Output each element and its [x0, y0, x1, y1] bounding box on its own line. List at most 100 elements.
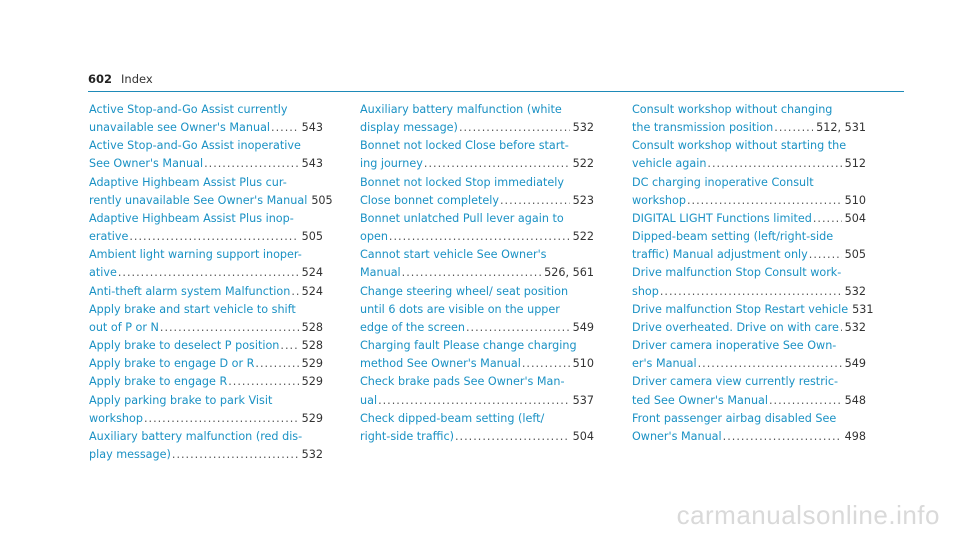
index-entry-line: vehicle again 512 — [632, 155, 866, 173]
index-entry-page[interactable]: 505 — [311, 193, 333, 207]
index-column-3: Consult workshop without changing the tra… — [632, 101, 873, 446]
index-entry-text: Change steering wheel/ seat position — [360, 284, 569, 298]
index-entry-text: the transmission position — [632, 121, 774, 135]
index-entry-page[interactable]: 531 — [852, 302, 874, 316]
index-entry-line: edge of the screen 549 — [360, 319, 594, 337]
index-entry[interactable]: Ambient light warning support inoper-ati… — [89, 246, 323, 282]
index-entry-page[interactable]: 532 — [572, 121, 594, 135]
index-entry[interactable]: Bonnet not locked Stop immediately Close … — [360, 174, 594, 210]
index-entry-page[interactable]: 529 — [301, 375, 323, 389]
index-entry-line: Apply brake to engage D or R 529 — [89, 355, 323, 373]
index-entry-line: Charging fault Please change charging — [360, 337, 594, 355]
index-entry-line: workshop 529 — [89, 410, 323, 428]
index-entry-page[interactable]: 504 — [572, 429, 594, 443]
index-entry-line: See Owner's Manual 543 — [89, 155, 323, 173]
index-entry-page[interactable]: 529 — [301, 357, 323, 371]
index-entry-line: Active Stop-and-Go Assist currently — [89, 101, 323, 119]
index-entry-text: Consult workshop without starting the — [632, 139, 847, 153]
index-entry[interactable]: Active Stop-and-Go Assist currently unava… — [89, 101, 323, 137]
index-entry[interactable]: Drive overheated. Drive on with care 532 — [632, 319, 866, 337]
index-entry-page[interactable]: 548 — [844, 393, 866, 407]
index-entry-page[interactable]: 528 — [301, 339, 323, 353]
index-entry-line: Apply brake to engage R 529 — [89, 373, 323, 391]
index-entry[interactable]: Change steering wheel/ seat position unti… — [360, 283, 594, 337]
index-entry-line: Apply brake and start vehicle to shift — [89, 301, 323, 319]
index-entry[interactable]: Driver camera inoperative See Own-er's M… — [632, 337, 866, 373]
index-entry[interactable]: Apply brake to engage D or R 529 — [89, 355, 323, 373]
index-entry[interactable]: Driver camera view currently restric-ted… — [632, 373, 866, 409]
index-entry[interactable]: Bonnet unlatched Pull lever again to open… — [360, 210, 594, 246]
index-entry-page[interactable]: 522 — [572, 157, 594, 171]
index-entry-page[interactable]: 543 — [301, 157, 323, 171]
index-entry-page[interactable]: 510 — [844, 193, 866, 207]
index-entry-line: Apply parking brake to park Visit — [89, 392, 323, 410]
index-entry[interactable]: Apply parking brake to park Visit worksho… — [89, 392, 323, 428]
index-entry-text: Active Stop-and-Go Assist inoperative — [89, 139, 301, 153]
index-entry-line: DIGITAL LIGHT Functions limited 504 — [632, 210, 866, 228]
index-entry[interactable]: Check brake pads See Owner's Man-ual 537 — [360, 373, 594, 409]
index-entry[interactable]: Consult workshop without changing the tra… — [632, 101, 866, 137]
index-entry-page[interactable]: 524 — [301, 266, 323, 280]
index-entry[interactable]: Auxiliary battery malfunction (red dis-p… — [89, 428, 323, 464]
index-entry-page[interactable]: 512 — [844, 157, 866, 171]
index-entry-line: Front passenger airbag disabled See — [632, 410, 866, 428]
index-entry-page[interactable]: 526, 561 — [544, 266, 594, 280]
index-entry[interactable]: Drive malfunction Stop Consult work-shop… — [632, 264, 866, 300]
index-entry-page[interactable]: 505 — [301, 230, 323, 244]
index-entry-page[interactable]: 524 — [301, 284, 323, 298]
index-entry-line: Adaptive Highbeam Assist Plus cur- — [89, 174, 323, 192]
index-entry-line: Auxiliary battery malfunction (red dis- — [89, 428, 323, 446]
index-entry-line: the transmission position 512, 531 — [632, 119, 866, 137]
index-entry[interactable]: Adaptive Highbeam Assist Plus cur-rently… — [89, 174, 333, 210]
index-entry-page[interactable]: 529 — [301, 411, 323, 425]
index-entry-line: Anti-theft alarm system Malfunction 524 — [89, 283, 323, 301]
index-entry-page[interactable]: 505 — [844, 248, 866, 262]
index-entry-page[interactable]: 532 — [844, 320, 866, 334]
index-entry[interactable]: Front passenger airbag disabled See Owner… — [632, 410, 866, 446]
index-entry[interactable]: Adaptive Highbeam Assist Plus inop-erati… — [89, 210, 323, 246]
index-entry[interactable]: Check dipped-beam setting (left/right-si… — [360, 410, 594, 446]
dot-leader — [459, 119, 570, 137]
index-entry-text: ual — [360, 393, 378, 407]
index-entry[interactable]: Apply brake to engage R 529 — [89, 373, 323, 391]
index-entry[interactable]: Auxiliary battery malfunction (white disp… — [360, 101, 594, 137]
index-entry-page[interactable]: 512, 531 — [816, 121, 866, 135]
index-entry-page[interactable]: 549 — [572, 320, 594, 334]
index-entry[interactable]: Apply brake to deselect P position 528 — [89, 337, 323, 355]
index-entry-line: Owner's Manual 498 — [632, 428, 866, 446]
dot-leader — [707, 155, 841, 173]
index-entry-page[interactable]: 537 — [572, 393, 594, 407]
index-entry[interactable]: Dipped-beam setting (left/right-side traf… — [632, 228, 866, 264]
index-entry-page[interactable]: 522 — [572, 230, 594, 244]
index-entry[interactable]: Active Stop-and-Go Assist inoperative See… — [89, 137, 323, 173]
index-entry-text: ing journey — [360, 157, 423, 171]
index-entry-line: Cannot start vehicle See Owner's — [360, 246, 594, 264]
index-entry-page[interactable]: 532 — [301, 447, 323, 461]
index-entry-page[interactable]: 528 — [301, 320, 323, 334]
index-entry-page[interactable]: 504 — [844, 211, 866, 225]
index-entry-text: Ambient light warning support inoper- — [89, 248, 302, 262]
dot-leader — [389, 228, 570, 246]
index-entry-text: Anti-theft alarm system Malfunction — [89, 284, 291, 298]
index-entry-line: Change steering wheel/ seat position — [360, 283, 594, 301]
index-column-2: Auxiliary battery malfunction (white disp… — [360, 101, 594, 446]
index-entry[interactable]: Cannot start vehicle See Owner's Manual 52… — [360, 246, 594, 282]
index-entry[interactable]: Drive malfunction Stop Restart vehicle 53… — [632, 301, 873, 319]
index-entry-line: ing journey 522 — [360, 155, 594, 173]
index-entry-page[interactable]: 549 — [844, 357, 866, 371]
index-entry[interactable]: Bonnet not locked Close before start-ing… — [360, 137, 594, 173]
index-entry-page[interactable]: 543 — [301, 121, 323, 135]
index-entry[interactable]: Anti-theft alarm system Malfunction 524 — [89, 283, 323, 301]
index-entry-text: Drive malfunction Stop Consult work- — [632, 266, 842, 280]
index-entry-page[interactable]: 523 — [572, 193, 594, 207]
index-entry[interactable]: DC charging inoperative Consult workshop 5… — [632, 174, 866, 210]
index-entry-page[interactable]: 532 — [844, 284, 866, 298]
index-entry[interactable]: Consult workshop without starting the veh… — [632, 137, 866, 173]
index-entry-page[interactable]: 498 — [844, 429, 866, 443]
index-entry-text: workshop — [632, 193, 686, 207]
index-entry[interactable]: Apply brake and start vehicle to shift ou… — [89, 301, 323, 337]
index-entry-text: play message) — [89, 447, 171, 461]
index-entry[interactable]: Charging fault Please change charging met… — [360, 337, 594, 373]
index-entry-page[interactable]: 510 — [572, 357, 594, 371]
index-entry[interactable]: DIGITAL LIGHT Functions limited 504 — [632, 210, 866, 228]
